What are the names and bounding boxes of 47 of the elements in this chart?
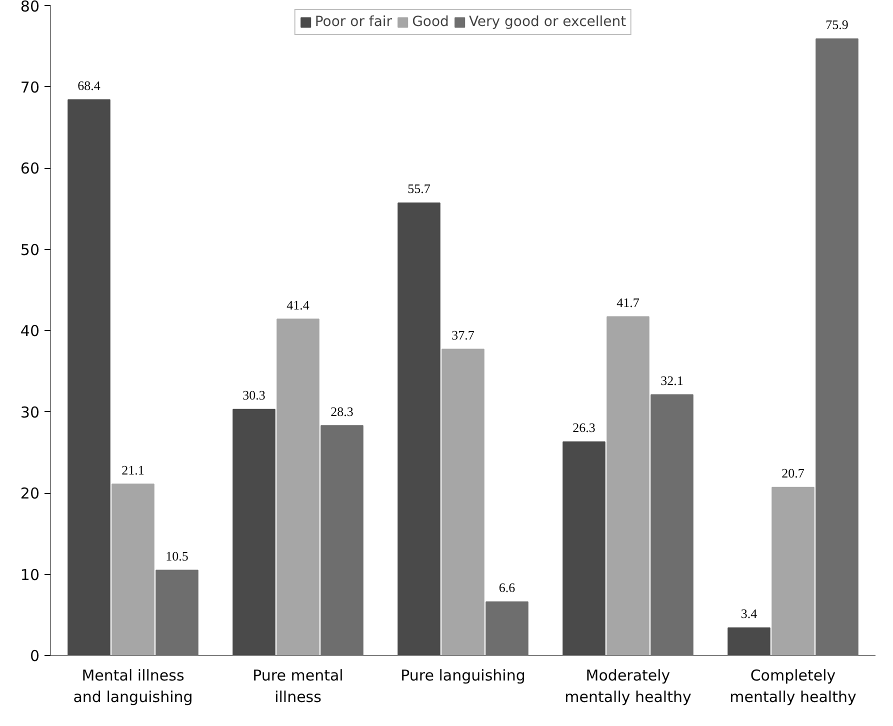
y-tick-label: 40	[20, 322, 40, 340]
data-label: 37.7	[452, 327, 475, 342]
y-tick-label: 20	[20, 484, 40, 502]
bar	[562, 441, 606, 656]
data-label: 55.7	[408, 181, 431, 196]
y-tick-label: 10	[20, 566, 40, 584]
bar	[606, 316, 650, 656]
x-tick-label: Completely mentally healthy	[730, 666, 857, 706]
data-label: 3.4	[740, 606, 758, 622]
data-label: 10.5	[166, 548, 188, 564]
data-label: 32.1	[660, 372, 684, 388]
data-label: 75.9	[826, 17, 848, 32]
bar	[772, 486, 814, 656]
data-label: 28.3	[330, 404, 354, 419]
bar	[728, 627, 770, 656]
data-label: 30.3	[242, 388, 266, 403]
bar	[276, 318, 320, 656]
y-tick-label: 0	[30, 647, 40, 665]
data-label: 20.7	[782, 466, 805, 481]
bar	[650, 394, 694, 656]
bar	[112, 484, 154, 656]
x-tick-label: Pure languishing	[400, 666, 526, 684]
y-tick-label: 50	[20, 240, 40, 259]
bar	[320, 425, 364, 656]
data-label: 26.3	[572, 420, 596, 436]
data-label: 21.1	[122, 462, 144, 478]
x-tick-label: Mental illness and languishing	[73, 666, 193, 706]
data-label: 6.6	[498, 580, 516, 596]
data-label: 41.4	[286, 297, 310, 312]
legend-label: Good	[412, 14, 449, 30]
x-tick-label: Pure mental illness	[252, 666, 344, 706]
legend-label: Very good or excellent	[468, 14, 626, 30]
bar	[816, 38, 858, 656]
bar	[232, 408, 276, 656]
bar	[486, 601, 528, 656]
x-tick-label: Moderately mentally healthy	[564, 666, 692, 706]
y-tick-label: 70	[20, 78, 40, 96]
bar	[398, 202, 440, 656]
y-tick-label: 60	[20, 160, 40, 178]
bar	[68, 99, 110, 656]
data-label: 68.4	[78, 78, 101, 93]
legend-label: Poor or fair	[314, 14, 392, 30]
data-label: 41.7	[616, 294, 640, 310]
bar	[442, 348, 484, 656]
y-tick-label: 80	[20, 0, 40, 16]
bar	[156, 570, 198, 656]
y-tick-label: 30	[20, 403, 40, 422]
